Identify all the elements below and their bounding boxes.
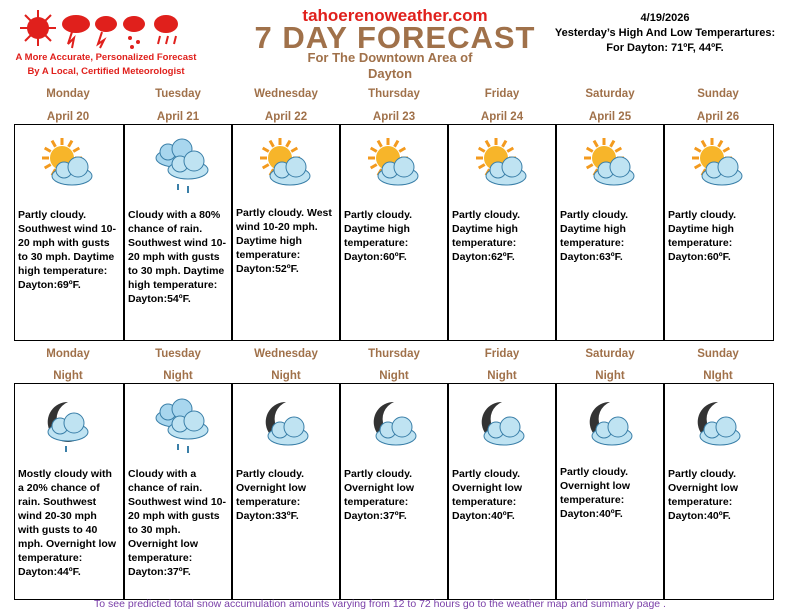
day-text: Partly cloudy. Daytime high temperature:… [668,209,737,263]
night-cell [448,383,556,600]
day-text: Partly cloudy. Daytime high temperature:… [344,209,413,263]
weather-icon [373,401,417,446]
night-text: Partly cloudy. Overnight low temperature… [668,468,739,522]
night-name: Wednesday [254,348,318,360]
night-name: Tuesday [155,348,201,360]
site-name: tahoerenoweather.com [302,6,488,25]
night-name: Monday [46,348,90,360]
title: 7 DAY FORECAST [254,20,536,55]
tagline: By A Local, Certified Meteorologist [27,66,185,77]
night-text: Partly cloudy. Overnight low temperature… [560,466,631,520]
day-date: April 20 [46,111,90,123]
night-label: Night [53,370,83,382]
day-text: Partly cloudy. Southwest wind 10-20 mph … [18,209,117,291]
weather-icon [155,138,209,193]
weather-icon [692,138,743,186]
night-text: Partly cloudy. Overnight low temperature… [344,468,415,522]
weather-icon [368,138,419,186]
night-text: Partly cloudy. Overnight low temperature… [452,468,523,522]
day-cell [14,124,124,341]
day-cell [340,124,448,341]
day-name: Monday [46,88,90,100]
weather-icon [697,401,741,446]
night-cell [556,383,664,600]
day-date: April 24 [480,111,524,123]
night-label: Night [271,370,301,382]
night-name: Sunday [697,348,739,360]
day-name: Saturday [585,88,635,100]
night-label: Night [487,370,517,382]
night-name: Friday [484,348,520,360]
day-cell [448,124,556,341]
day-name: Friday [484,88,520,100]
night-name: Thursday [368,348,420,360]
date: 4/19/2026 [640,12,690,24]
day-cell [556,124,664,341]
day-date: April 23 [372,111,416,123]
night-cell [124,383,232,600]
night-cell [232,383,340,600]
weather-icon [476,138,527,186]
day-name: Thursday [368,88,420,100]
weather-icon [260,138,311,186]
night-cell [340,383,448,600]
day-name: Sunday [697,88,739,100]
weather-icon [42,138,93,186]
night-label: Night [595,370,625,382]
logo-icons [20,10,178,49]
day-text: Partly cloudy. Daytime high temperature:… [560,209,629,263]
day-date: April 26 [696,111,740,123]
day-cell [232,124,340,341]
night-label: Night [163,370,193,382]
day-name: Wednesday [254,88,318,100]
day-date: April 22 [264,111,308,123]
weather-icon [481,401,525,446]
night-text: Cloudy with a chance of rain. Southwest … [128,468,227,578]
weather-icon [265,401,309,446]
day-text: Cloudy with a 80% chance of rain. Southw… [128,209,227,305]
footer-note: To see predicted total snow accumulation… [94,598,666,610]
night-text: Mostly cloudy with a 20% chance of rain.… [18,468,117,578]
subtitle: For The Downtown Area of Dayton [307,50,473,81]
day-cell [124,124,232,341]
day-name: Tuesday [155,88,201,100]
weather-icon [584,138,635,186]
night-text: Partly cloudy. Overnight low temperature… [236,468,307,522]
day-date: April 25 [588,111,632,123]
day-cell [664,124,774,341]
day-text: Partly cloudy. Daytime high temperature:… [452,209,521,263]
weather-icon [155,398,209,453]
yesterday-values: For Dayton: 71ºF, 44ºF. [606,42,724,54]
weather-icon [589,401,633,446]
day-text: Partly cloudy. West wind 10-20 mph. Dayt… [236,207,332,275]
night-name: Saturday [585,348,635,360]
night-label: NIght [703,370,733,382]
yesterday-title: Yesterday’s High And Low Temperartures: [554,27,776,39]
tagline: A More Accurate, Personalized Forecast [15,52,197,63]
weather-icon [47,401,89,452]
night-cell [664,383,774,600]
day-date: April 21 [156,111,200,123]
night-cell [14,383,124,600]
night-label: Night [379,370,409,382]
